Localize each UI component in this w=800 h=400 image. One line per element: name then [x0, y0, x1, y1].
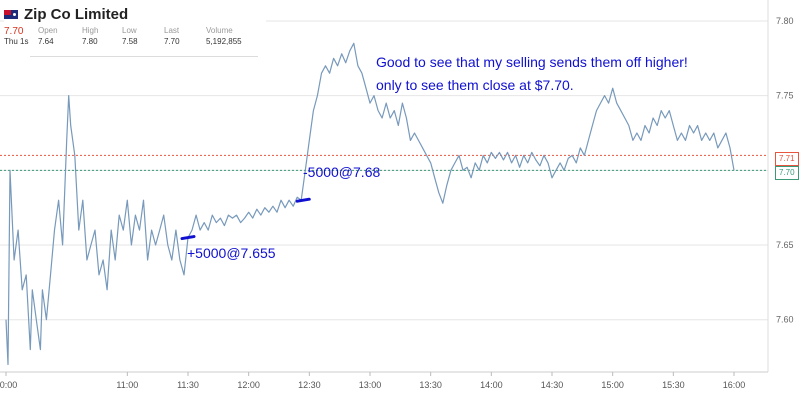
last-label: Last — [164, 26, 180, 35]
x-tick-label: 12:30 — [298, 380, 321, 390]
x-tick-label: 13:30 — [419, 380, 442, 390]
annotation-note-line1: Good to see that my selling sends them o… — [376, 54, 688, 70]
x-tick-label: 13:00 — [359, 380, 382, 390]
last-price-tag: 7.70 — [775, 166, 799, 180]
volume-label: Volume — [206, 26, 233, 35]
x-tick-label: 11:00 — [116, 380, 138, 390]
last-value: 7.70 — [164, 37, 180, 46]
ohlc-table: 7.70 Open High Low Last Volume Thu 1s 7.… — [4, 26, 266, 46]
x-tick-label: 15:00 — [601, 380, 624, 390]
open-value: 7.64 — [38, 37, 54, 46]
x-tick-label: 15:30 — [662, 380, 685, 390]
low-label: Low — [122, 26, 137, 35]
header-divider — [30, 56, 258, 57]
annotation-note-line2: only to see them close at $7.70. — [376, 77, 574, 93]
high-value: 7.80 — [82, 37, 98, 46]
security-title: Zip Co Limited — [24, 6, 129, 23]
current-price: 7.70 — [4, 26, 24, 37]
y-tick-label: 7.80 — [776, 16, 794, 26]
x-axis: 10:00 11:00 11:30 12:00 12:30 13:00 13:30 14:00… — [0, 372, 745, 390]
reference-lines — [0, 154, 768, 171]
price-series-line — [5, 42, 735, 366]
x-tick-label: 14:30 — [541, 380, 564, 390]
x-tick-label: 11:30 — [177, 380, 199, 390]
high-label: High — [82, 26, 99, 35]
annotation-buy-label: +5000@7.655 — [187, 245, 276, 261]
volume-value: 5,192,855 — [206, 37, 242, 46]
trade-markers — [180, 197, 311, 241]
price-line-layer — [5, 42, 735, 366]
buy-marker — [180, 235, 196, 241]
y-tick-label: 7.65 — [776, 240, 794, 250]
x-tick-label: 14:00 — [480, 380, 503, 390]
prev-close-tag: 7.71 — [775, 152, 799, 166]
x-tick-label: 16:00 — [723, 380, 746, 390]
low-value: 7.58 — [122, 37, 138, 46]
x-tick-label: 10:00 — [0, 380, 17, 390]
annotation-sell-label: -5000@7.68 — [303, 164, 381, 180]
quote-header: Zip Co Limited 7.70 Open High Low Last V… — [4, 6, 266, 46]
open-label: Open — [38, 26, 58, 35]
x-tick-label: 12:00 — [237, 380, 260, 390]
y-tick-label: 7.75 — [776, 91, 794, 101]
date-text: Thu 1s — [4, 37, 29, 46]
sell-marker — [295, 197, 311, 203]
y-tick-label: 7.60 — [776, 315, 794, 325]
australia-flag-icon — [4, 10, 18, 19]
